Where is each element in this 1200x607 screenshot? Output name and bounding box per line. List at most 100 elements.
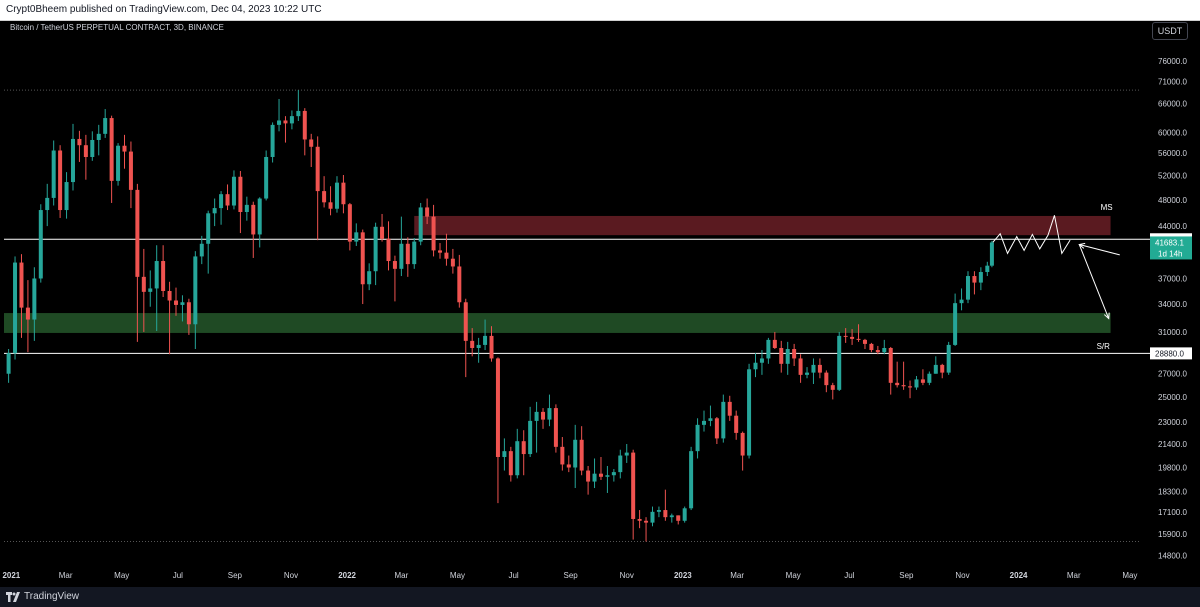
y-tick-label: 71000.0 [1158, 77, 1187, 86]
candle-body [785, 349, 790, 364]
y-tick-label: 18300.0 [1158, 487, 1187, 496]
candle-body [96, 133, 101, 140]
candle-body [953, 303, 958, 345]
candle-body [70, 138, 75, 183]
candle-body [766, 339, 771, 359]
candle-body [830, 385, 835, 390]
candle-body [566, 464, 571, 468]
zone-sr [4, 313, 1111, 333]
candle-body [367, 271, 372, 285]
currency-button[interactable]: USDT [1152, 22, 1188, 40]
publisher-text: Crypt0Bheem published on TradingView.com… [6, 4, 322, 15]
candle-body [740, 432, 745, 456]
candle-body [747, 369, 752, 456]
level-label-1: 28880.0 [1155, 349, 1184, 358]
candle-body [289, 116, 294, 124]
y-tick-label: 60000.0 [1158, 128, 1187, 137]
candle-body [824, 372, 829, 386]
candle-body [225, 194, 230, 206]
candle-body [13, 262, 18, 354]
candle-body [128, 151, 133, 190]
x-tick-label: May [450, 571, 465, 580]
candle-body [521, 441, 526, 455]
x-tick-label: Mar [59, 571, 73, 580]
candle-body [946, 344, 951, 373]
y-tick-label: 19800.0 [1158, 463, 1187, 472]
candle-body [502, 451, 507, 457]
candle-body [238, 176, 243, 213]
projection-arrow-0 [1079, 244, 1120, 256]
candle-body [734, 415, 739, 433]
candle-body [528, 420, 533, 455]
candle-body [425, 207, 430, 217]
candle-body [180, 302, 185, 305]
y-tick-label: 76000.0 [1158, 57, 1187, 66]
candle-body [547, 408, 552, 420]
projection-arrowhead-1 [1103, 312, 1110, 320]
x-tick-label: 2023 [674, 571, 692, 580]
candle-body [457, 266, 462, 303]
tradingview-logo-icon [6, 591, 20, 602]
candle-body [811, 364, 816, 373]
candle-body [515, 441, 520, 476]
candle-body [727, 401, 732, 416]
candle-body [25, 307, 30, 320]
candle-body [418, 207, 423, 242]
candle-body [315, 146, 320, 192]
candle-body [541, 411, 546, 420]
x-tick-label: 2024 [1010, 571, 1028, 580]
candle-body [32, 278, 37, 320]
candle-body [380, 226, 385, 239]
candle-body [631, 452, 636, 519]
candle-body [592, 473, 597, 482]
candle-body [373, 226, 378, 272]
footer-bar: TradingView [0, 587, 1200, 607]
y-tick-label: 52000.0 [1158, 172, 1187, 181]
candle-body [862, 339, 867, 344]
candle-body [77, 138, 82, 146]
tradingview-logo[interactable]: TradingView [6, 591, 79, 602]
publisher-bar: Crypt0Bheem published on TradingView.com… [0, 0, 1200, 21]
candle-body [875, 350, 880, 353]
candle-body [347, 204, 352, 242]
x-tick-label: Sep [899, 571, 914, 580]
candle-body [901, 385, 906, 387]
candle-body [257, 198, 262, 235]
candle-body [103, 118, 108, 134]
candle-body [714, 418, 719, 439]
candle-body [856, 338, 861, 340]
candle-body [83, 145, 88, 157]
candle-body [908, 386, 913, 388]
candle-body [708, 418, 713, 421]
candle-body [167, 290, 172, 301]
candle-body [920, 379, 925, 383]
y-tick-label: 37000.0 [1158, 274, 1187, 283]
candle-body [553, 408, 558, 447]
candle-body [296, 110, 301, 117]
candle-body [6, 353, 11, 374]
level-label-bg-1 [1150, 347, 1192, 360]
candle-body [489, 335, 494, 359]
candle-body [283, 120, 288, 124]
x-tick-label: Nov [284, 571, 298, 580]
candle-body [470, 340, 475, 348]
candle-body [161, 261, 166, 291]
current-price-countdown: 1d 14h [1158, 249, 1182, 258]
current-price-label-bg [1150, 236, 1192, 260]
candle-body [895, 382, 900, 386]
candle-body [978, 272, 983, 283]
projection-zigzag [992, 215, 1071, 255]
candle-body [495, 358, 500, 457]
candle-body [360, 232, 365, 285]
zone-ms [414, 215, 1111, 236]
candle-body [843, 335, 848, 337]
candle-body [148, 288, 153, 292]
candle-body [753, 362, 758, 370]
candle-body [959, 299, 964, 304]
candle-body [650, 511, 655, 523]
candle-body [116, 145, 121, 181]
candle-body [392, 261, 397, 269]
candle-body [174, 300, 179, 305]
candle-body [51, 150, 56, 198]
